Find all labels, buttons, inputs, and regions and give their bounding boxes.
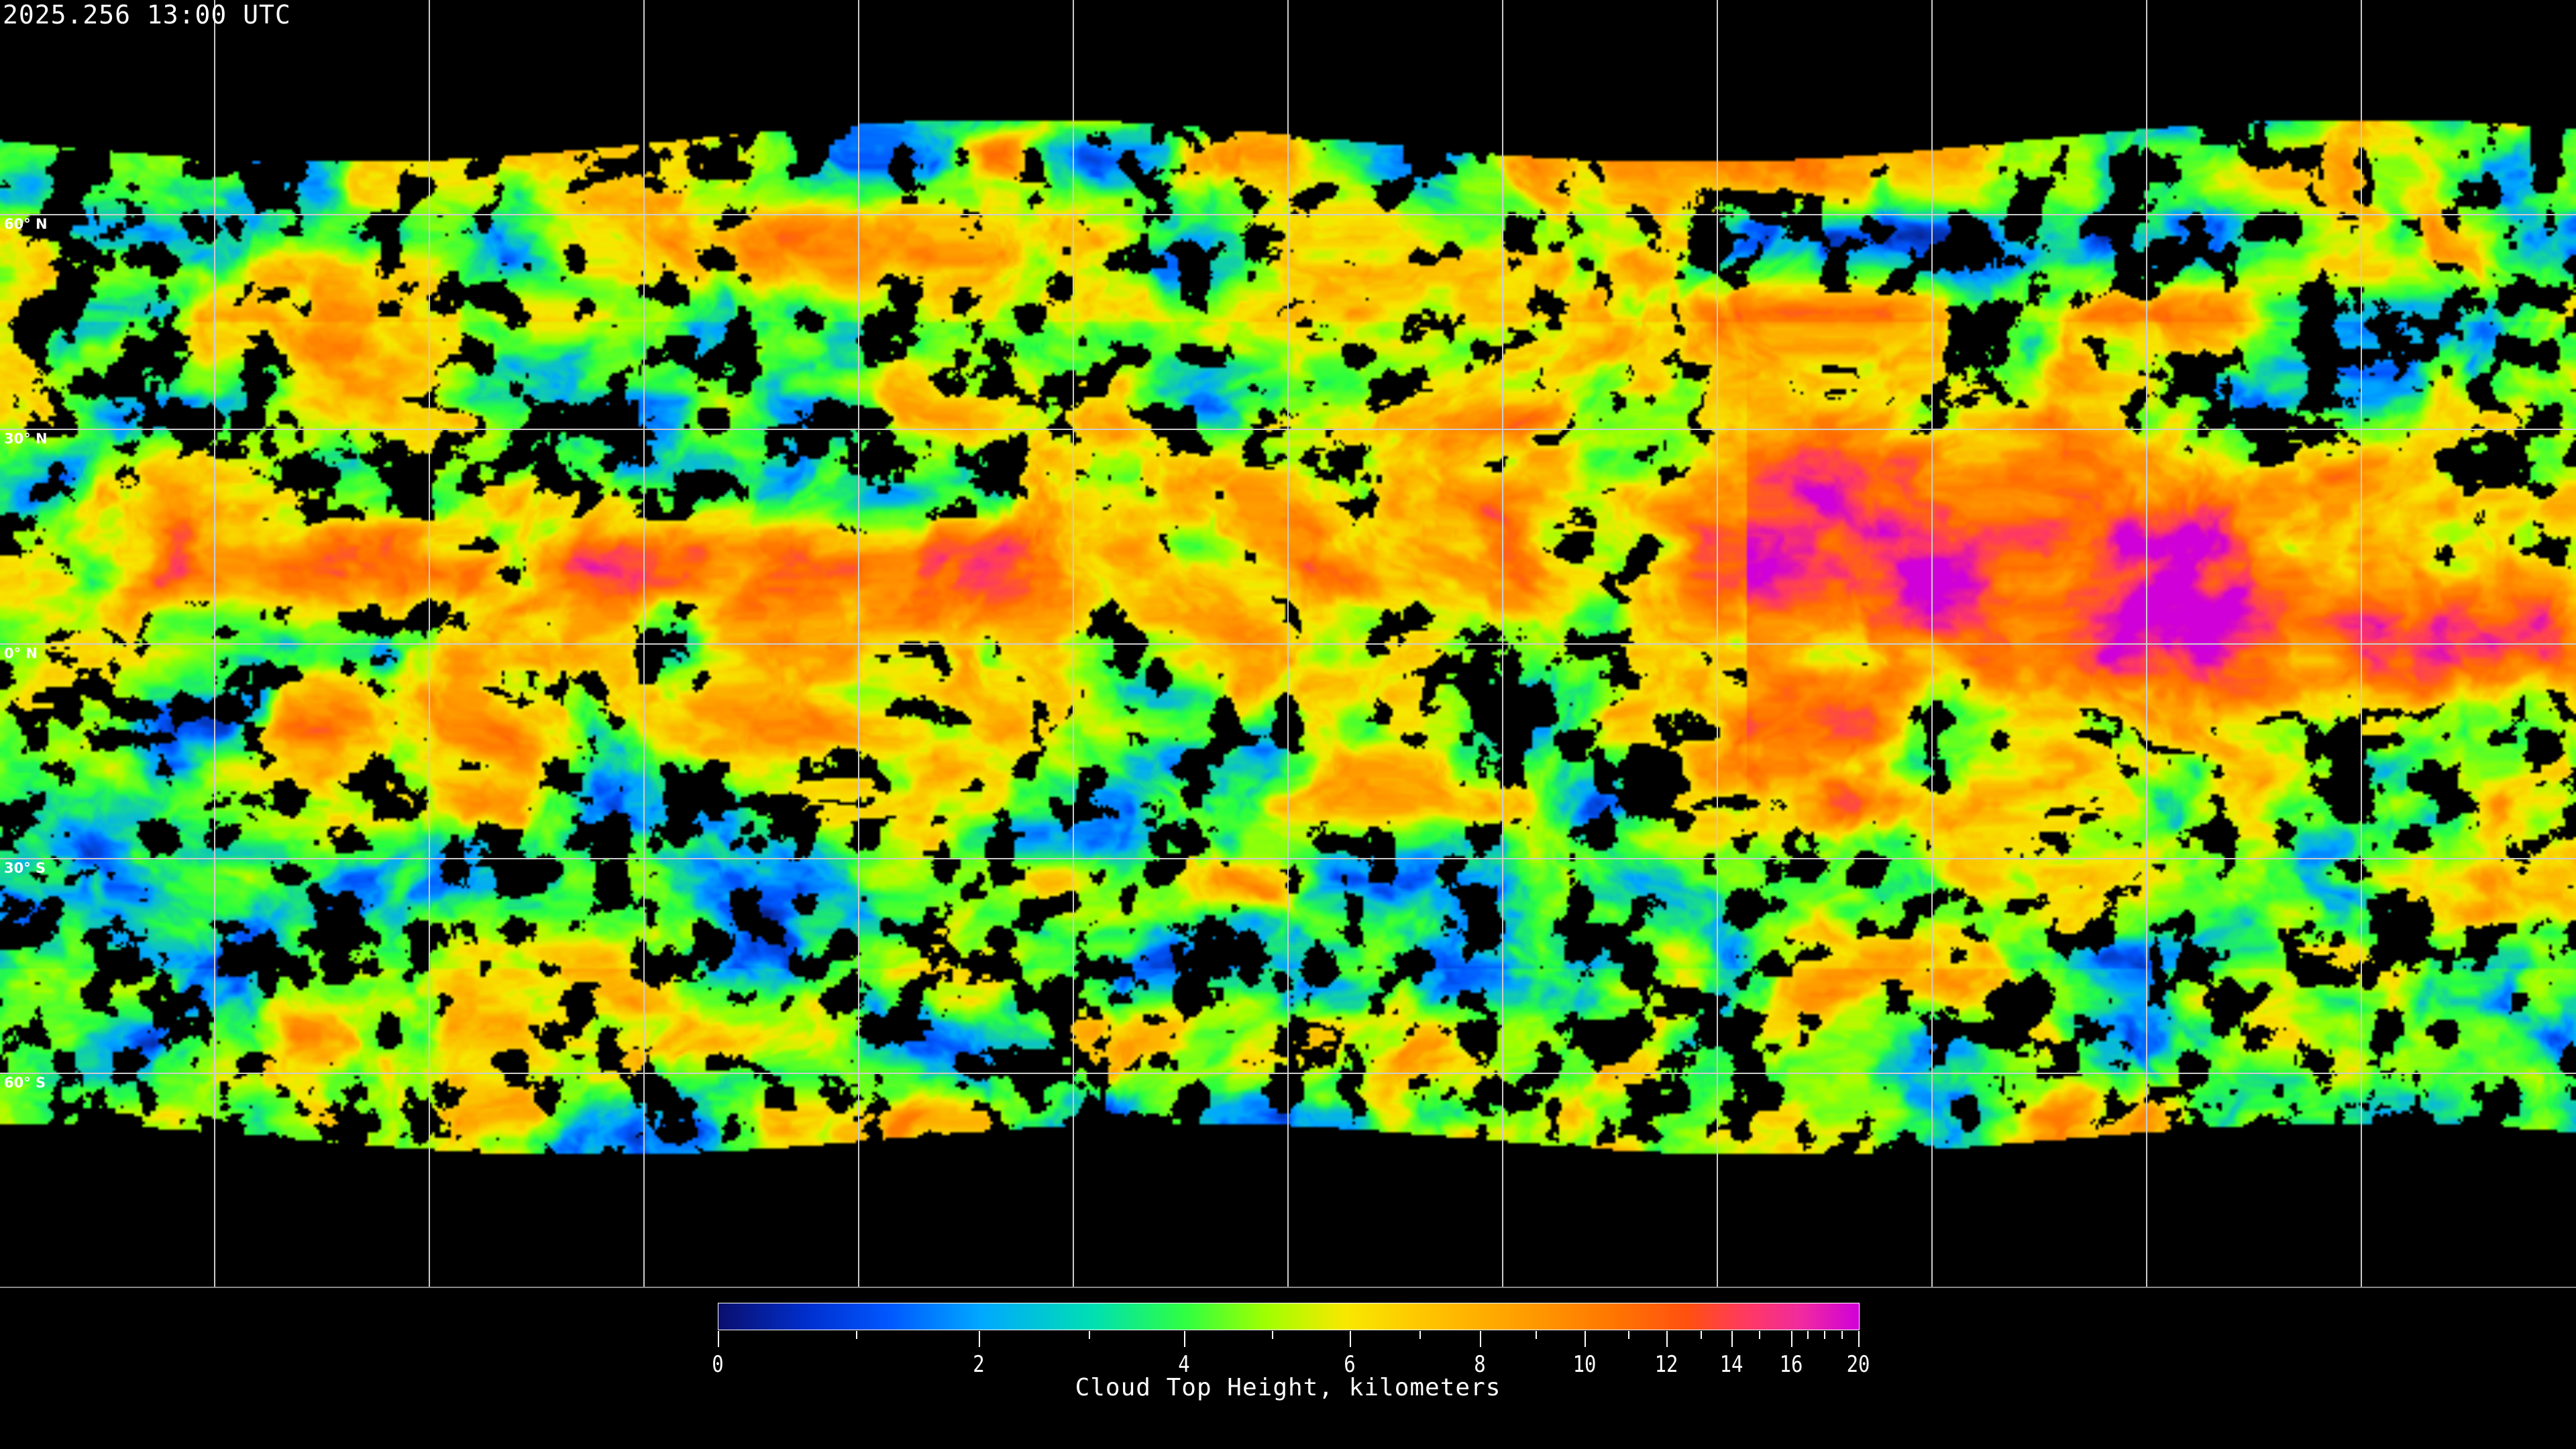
map-border <box>0 1287 2576 1288</box>
colorbar-major-tick <box>1731 1331 1733 1347</box>
colorbar-tick-label: 2 <box>973 1351 985 1378</box>
colorbar-major-tick <box>1349 1331 1351 1347</box>
colorbar-major-tick <box>1790 1331 1792 1347</box>
colorbar-major-tick <box>1858 1331 1860 1347</box>
colorbar-minor-tick <box>1807 1331 1809 1339</box>
lat-label-60n: 60° N <box>4 216 48 232</box>
colorbar <box>718 1303 1860 1330</box>
colorbar-tick-label: 10 <box>1572 1351 1597 1378</box>
colorbar-major-tick <box>1184 1331 1186 1347</box>
colorbar-minor-tick <box>1088 1331 1090 1339</box>
lat-label-30s: 30° S <box>4 860 46 876</box>
colorbar-ticks: 0 2 4 6 8 10 12 14 16 20 <box>712 1331 1870 1385</box>
colorbar-major-tick <box>1666 1331 1668 1347</box>
lat-label-30n: 30° N <box>4 431 48 447</box>
colorbar-tick-label: 0 <box>712 1351 724 1378</box>
timestamp-title: 2025.256 13:00 UTC <box>3 0 291 30</box>
lat-label-0: 0° N <box>4 645 38 661</box>
colorbar-tick-label: 12 <box>1654 1351 1678 1378</box>
colorbar-tick-label: 8 <box>1473 1351 1486 1378</box>
colorbar-minor-tick <box>855 1331 857 1339</box>
colorbar-major-tick <box>718 1331 719 1347</box>
lat-label-60s: 60° S <box>4 1075 46 1091</box>
colorbar-major-tick <box>979 1331 981 1347</box>
colorbar-minor-tick <box>1701 1331 1703 1339</box>
colorbar-major-tick <box>1585 1331 1586 1347</box>
colorbar-tick-label: 20 <box>1846 1351 1870 1378</box>
colorbar-minor-tick <box>1272 1331 1274 1339</box>
colorbar-minor-tick <box>1841 1331 1843 1339</box>
colorbar-minor-tick <box>1824 1331 1825 1339</box>
colorbar-tick-label: 6 <box>1344 1351 1356 1378</box>
colorbar-title: Cloud Top Height, kilometers <box>1075 1374 1501 1401</box>
graticule <box>0 0 2576 1288</box>
colorbar-minor-tick <box>1627 1331 1629 1339</box>
colorbar-minor-tick <box>1759 1331 1761 1339</box>
colorbar-tick-label: 16 <box>1779 1351 1803 1378</box>
colorbar-minor-tick <box>1535 1331 1537 1339</box>
colorbar-minor-tick <box>1419 1331 1421 1339</box>
colorbar-tick-label: 14 <box>1719 1351 1743 1378</box>
colorbar-major-tick <box>1479 1331 1481 1347</box>
colorbar-tick-label: 4 <box>1178 1351 1191 1378</box>
